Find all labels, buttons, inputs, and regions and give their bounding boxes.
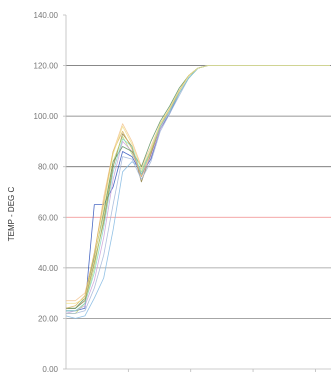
series-line-5 — [66, 65, 330, 302]
y-tick-label: 100.00 — [34, 112, 59, 121]
series-line-11 — [66, 65, 330, 304]
y-tick-label: 20.00 — [38, 314, 59, 323]
axes — [65, 15, 331, 370]
series-lines — [65, 65, 330, 319]
y-tick-label: 40.00 — [38, 264, 59, 273]
y-tick-labels: 0.00 20.00 40.00 60.00 80.00 100.00 120.00 140.… — [34, 11, 66, 374]
y-tick-label: 140.00 — [34, 11, 59, 20]
x-tick-marks — [127, 369, 316, 372]
y-tick-label: 120.00 — [34, 62, 59, 71]
y-tick-label: 60.00 — [38, 213, 59, 222]
y-axis-label: TEMP - DEG C — [7, 187, 16, 242]
y-tick-label: 80.00 — [38, 163, 59, 172]
y-tick-label: 0.00 — [42, 365, 58, 374]
